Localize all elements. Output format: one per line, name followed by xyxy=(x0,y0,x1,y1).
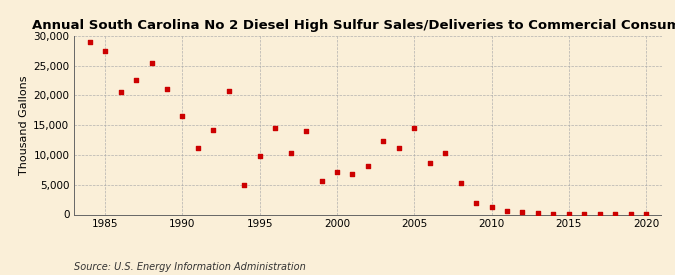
Point xyxy=(192,145,203,150)
Point xyxy=(161,87,172,92)
Point xyxy=(455,181,466,185)
Point xyxy=(84,40,95,44)
Point xyxy=(378,138,389,143)
Point xyxy=(131,78,142,82)
Point xyxy=(208,128,219,133)
Point xyxy=(610,212,620,216)
Point xyxy=(223,89,234,94)
Point xyxy=(641,212,651,216)
Title: Annual South Carolina No 2 Diesel High Sulfur Sales/Deliveries to Commercial Con: Annual South Carolina No 2 Diesel High S… xyxy=(32,19,675,32)
Point xyxy=(486,205,497,210)
Point xyxy=(425,160,435,165)
Point xyxy=(548,212,559,216)
Y-axis label: Thousand Gallons: Thousand Gallons xyxy=(19,75,29,175)
Text: Source: U.S. Energy Information Administration: Source: U.S. Energy Information Administ… xyxy=(74,262,306,271)
Point xyxy=(286,150,296,155)
Point xyxy=(470,201,481,205)
Point xyxy=(564,212,574,216)
Point xyxy=(394,145,404,150)
Point xyxy=(517,209,528,214)
Point xyxy=(115,90,126,95)
Point xyxy=(316,179,327,183)
Point xyxy=(439,150,450,155)
Point xyxy=(146,60,157,65)
Point xyxy=(625,212,636,216)
Point xyxy=(100,48,111,53)
Point xyxy=(502,209,512,213)
Point xyxy=(254,153,265,158)
Point xyxy=(579,212,590,216)
Point xyxy=(177,114,188,118)
Point xyxy=(362,164,373,168)
Point xyxy=(594,212,605,216)
Point xyxy=(239,183,250,187)
Point xyxy=(347,172,358,176)
Point xyxy=(270,125,281,130)
Point xyxy=(533,211,543,216)
Point xyxy=(300,129,311,133)
Point xyxy=(331,169,342,174)
Point xyxy=(409,126,420,130)
